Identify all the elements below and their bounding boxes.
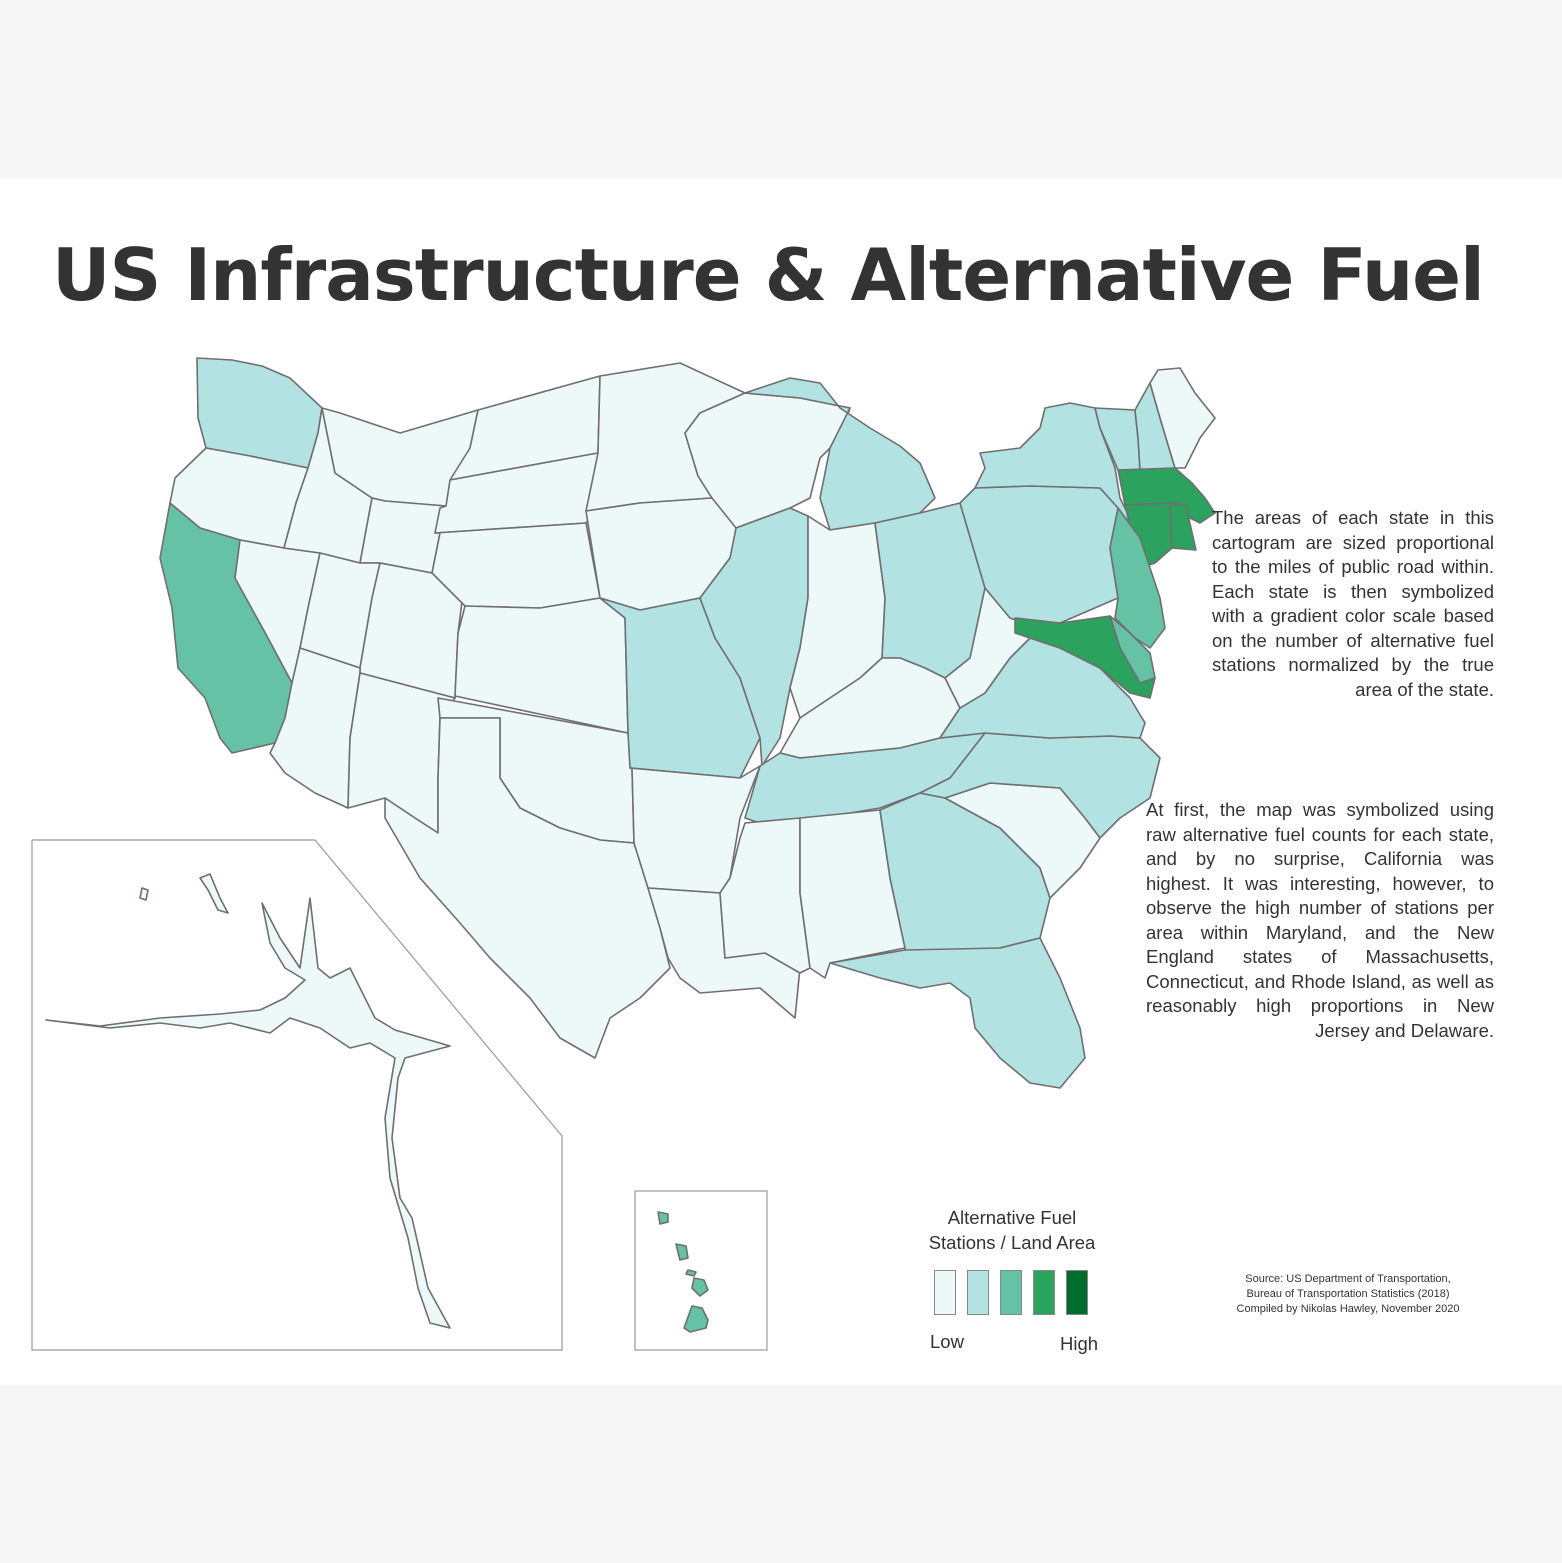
source-line2: Bureau of Transportation Statistics (201… — [1246, 1288, 1450, 1300]
legend-title-line2: Stations / Land Area — [928, 1232, 1096, 1253]
state-hawaii-big-island — [683, 1305, 709, 1333]
state-texas — [384, 717, 671, 1059]
alaska-inset-frame — [31, 839, 563, 1351]
state-arizona — [269, 647, 361, 809]
source-line3: Compiled by Nikolas Hawley, November 202… — [1236, 1303, 1460, 1315]
state-maine — [1149, 367, 1216, 469]
legend-high-label: High — [1060, 1333, 1099, 1354]
legend-swatch-2 — [967, 1270, 989, 1315]
state-hawaii-oahu — [675, 1243, 689, 1261]
state-maryland — [1014, 615, 1156, 699]
analysis-paragraph: At first, the map was symbolized using r… — [1146, 799, 1494, 1041]
legend-title-line1: Alternative Fuel — [947, 1207, 1077, 1228]
poster: US Infrastructure & Alternative Fuel — [0, 178, 1562, 1385]
source-credit: Source: US Department of Transportation,… — [1212, 1272, 1484, 1317]
state-wyoming — [359, 497, 447, 574]
legend-swatch-1 — [934, 1270, 956, 1315]
legend-low-label: Low — [930, 1331, 964, 1352]
legend-swatch-4 — [1033, 1270, 1055, 1315]
page-title: US Infrastructure & Alternative Fuel — [52, 233, 1485, 317]
legend-swatch-3 — [1000, 1270, 1022, 1315]
state-michigan — [744, 377, 936, 531]
alaska-island-1 — [199, 873, 229, 914]
state-rhode-island — [1169, 502, 1197, 551]
hawaii-inset-frame — [634, 1190, 768, 1351]
state-hawaii-molokai — [685, 1269, 697, 1277]
source-line1: Source: US Department of Transportation, — [1245, 1273, 1451, 1285]
state-hawaii-maui — [691, 1277, 709, 1297]
intro-paragraph: The areas of each state in this cartogra… — [1212, 507, 1494, 700]
cartogram-map — [31, 357, 1216, 1351]
state-nebraska — [431, 522, 601, 609]
state-new-jersey — [1109, 507, 1166, 649]
state-hawaii-kauai — [657, 1211, 669, 1225]
state-alaska — [45, 897, 451, 1329]
legend-swatch-5 — [1066, 1270, 1088, 1315]
legend-title: Alternative Fuel Stations / Land Area — [902, 1205, 1122, 1255]
state-florida — [829, 937, 1086, 1089]
alaska-island-2 — [139, 887, 149, 901]
